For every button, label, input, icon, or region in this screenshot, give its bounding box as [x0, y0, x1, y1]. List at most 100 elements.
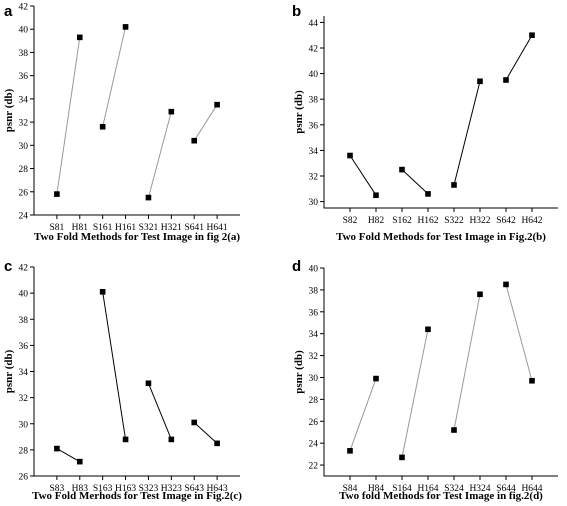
chart-panel-b: b 30 32 34 36 38 40 42 44 S82 H82 S162 H162 S322 H322 S… — [292, 3, 558, 243]
y-tick-label: 38 — [309, 286, 319, 296]
data-point — [99, 289, 106, 295]
data-point — [76, 34, 83, 41]
axes — [33, 267, 240, 477]
data-point — [214, 440, 220, 447]
x-tick-label: H84 — [368, 484, 385, 494]
y-tick-label: 34 — [309, 330, 319, 340]
data-point — [399, 166, 405, 173]
y-tick-label: 40 — [309, 265, 319, 275]
data-point — [451, 182, 457, 188]
y-tick-label: 32 — [19, 119, 29, 129]
y-tick-label: 32 — [19, 394, 29, 404]
x-tick-label: H641 — [207, 223, 228, 233]
series-line — [193, 104, 218, 141]
data-point — [214, 101, 220, 108]
x-tick-label: H642 — [521, 216, 542, 226]
series-line — [56, 448, 81, 463]
x-tick-label: S82 — [343, 216, 358, 226]
x-tick-label: H321 — [161, 223, 182, 233]
series-line — [147, 383, 172, 440]
y-tick-label: 26 — [19, 473, 29, 483]
x-tick-label: S642 — [496, 216, 516, 226]
data-point — [529, 377, 535, 384]
data-point — [503, 281, 509, 288]
data-point — [168, 436, 175, 443]
axes — [323, 268, 558, 477]
data-point — [76, 458, 83, 465]
data-point — [168, 108, 175, 115]
data-point — [54, 445, 60, 452]
y-tick-label: 30 — [19, 142, 29, 152]
data-point — [451, 427, 457, 433]
series-line — [401, 169, 429, 195]
data-point — [529, 32, 535, 38]
x-tick-label: S644 — [496, 484, 516, 494]
x-tick-label: H161 — [115, 223, 136, 233]
x-tick-label: H163 — [115, 484, 136, 494]
x-tick-label: H164 — [417, 484, 438, 494]
x-tick-label: S163 — [93, 484, 113, 494]
data-point — [347, 448, 353, 454]
y-tick-label: 32 — [309, 173, 319, 183]
y-tick-label: 34 — [19, 368, 29, 378]
y-tick-label: 24 — [19, 212, 29, 222]
series-line — [102, 291, 127, 440]
x-tick-label: S161 — [93, 223, 113, 233]
data-point — [99, 123, 106, 130]
x-tick-label: S641 — [184, 223, 204, 233]
y-tick-label: 36 — [309, 121, 319, 131]
y-tick-label: 38 — [19, 316, 29, 326]
y-tick-label: 30 — [309, 374, 319, 384]
data-point — [145, 194, 152, 201]
series-line — [193, 422, 218, 444]
data-point — [122, 436, 129, 443]
panel-letter: b — [292, 3, 301, 20]
x-tick-label: H83 — [72, 484, 89, 494]
y-tick-label: 28 — [19, 446, 29, 456]
y-tick-label: 34 — [309, 147, 319, 157]
x-tick-label: H644 — [521, 484, 542, 494]
data-point — [191, 419, 198, 426]
y-axis-title: psnr (db) — [3, 88, 15, 132]
x-tick-label: H82 — [368, 216, 385, 226]
data-point — [477, 78, 483, 85]
y-tick-label: 30 — [19, 420, 29, 430]
y-axis-title: psnr (db) — [3, 349, 15, 393]
x-tick-label: S324 — [444, 484, 464, 494]
axes — [33, 6, 240, 216]
y-tick-label: 40 — [309, 70, 319, 80]
data-point — [503, 77, 509, 83]
series-line — [349, 155, 377, 196]
y-tick-label: 36 — [19, 72, 29, 82]
y-tick-label: 28 — [19, 165, 29, 175]
chart-panel-d: d 22 24 26 28 30 32 34 36 38 40 S84 H84 S164 H164 S324 H… — [292, 258, 558, 502]
x-tick-label: S162 — [392, 216, 412, 226]
panel-letter: d — [292, 258, 301, 275]
y-tick-label: 40 — [19, 290, 29, 300]
y-tick-label: 24 — [309, 440, 319, 450]
x-tick-label: H81 — [72, 223, 89, 233]
panel-letter: c — [4, 258, 12, 275]
y-tick-label: 32 — [309, 352, 319, 362]
x-tick-label: S643 — [184, 484, 204, 494]
x-tick-label: S81 — [49, 223, 64, 233]
x-axis-title: Two Fold Methods for Test Image in fig 2… — [34, 231, 240, 243]
y-tick-label: 36 — [19, 342, 29, 352]
data-point — [347, 152, 353, 159]
series-line — [349, 378, 377, 451]
y-tick-label: 26 — [19, 188, 29, 198]
x-tick-label: S322 — [444, 216, 464, 226]
series-line — [505, 34, 533, 81]
data-point — [122, 24, 129, 30]
y-tick-label: 42 — [309, 45, 319, 55]
x-tick-label: H322 — [469, 216, 490, 226]
y-axis-title: psnr (db) — [293, 350, 305, 394]
x-tick-label: H643 — [207, 484, 228, 494]
y-tick-label: 22 — [309, 462, 319, 472]
y-tick-label: 42 — [19, 264, 29, 274]
axes — [323, 16, 558, 209]
series-line — [147, 111, 172, 198]
